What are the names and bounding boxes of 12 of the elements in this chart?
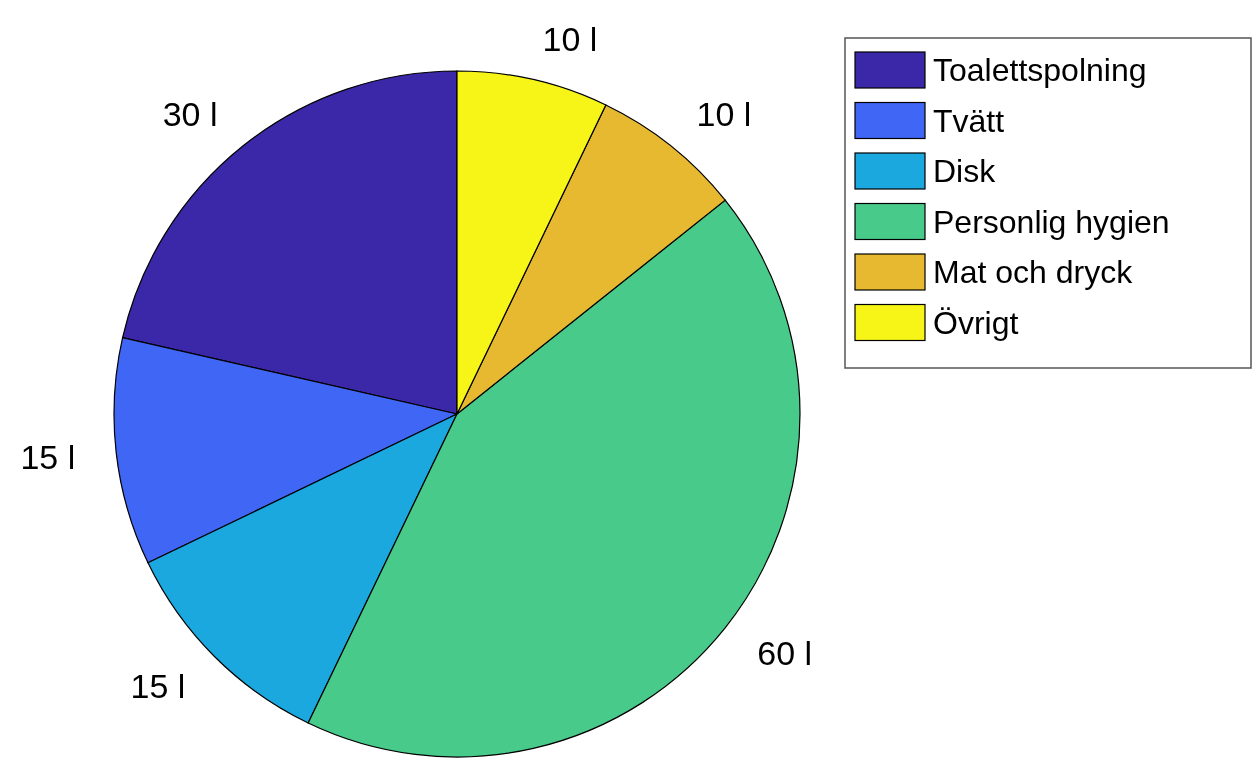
data-label: 60 l (757, 634, 813, 673)
data-label: 30 l (162, 94, 218, 133)
legend-label: Övrigt (933, 304, 1019, 341)
data-label: 10 l (542, 20, 598, 59)
data-label: 10 l (696, 94, 752, 133)
legend-label: Personlig hygien (933, 203, 1170, 240)
data-label: 15 l (20, 437, 76, 476)
data-label: 15 l (130, 666, 186, 705)
legend-label: Toalettspolning (933, 52, 1147, 89)
legend-label: Disk (933, 153, 997, 190)
legend-label: Tvätt (933, 102, 1005, 139)
legend-label: Mat och dryck (933, 254, 1134, 291)
